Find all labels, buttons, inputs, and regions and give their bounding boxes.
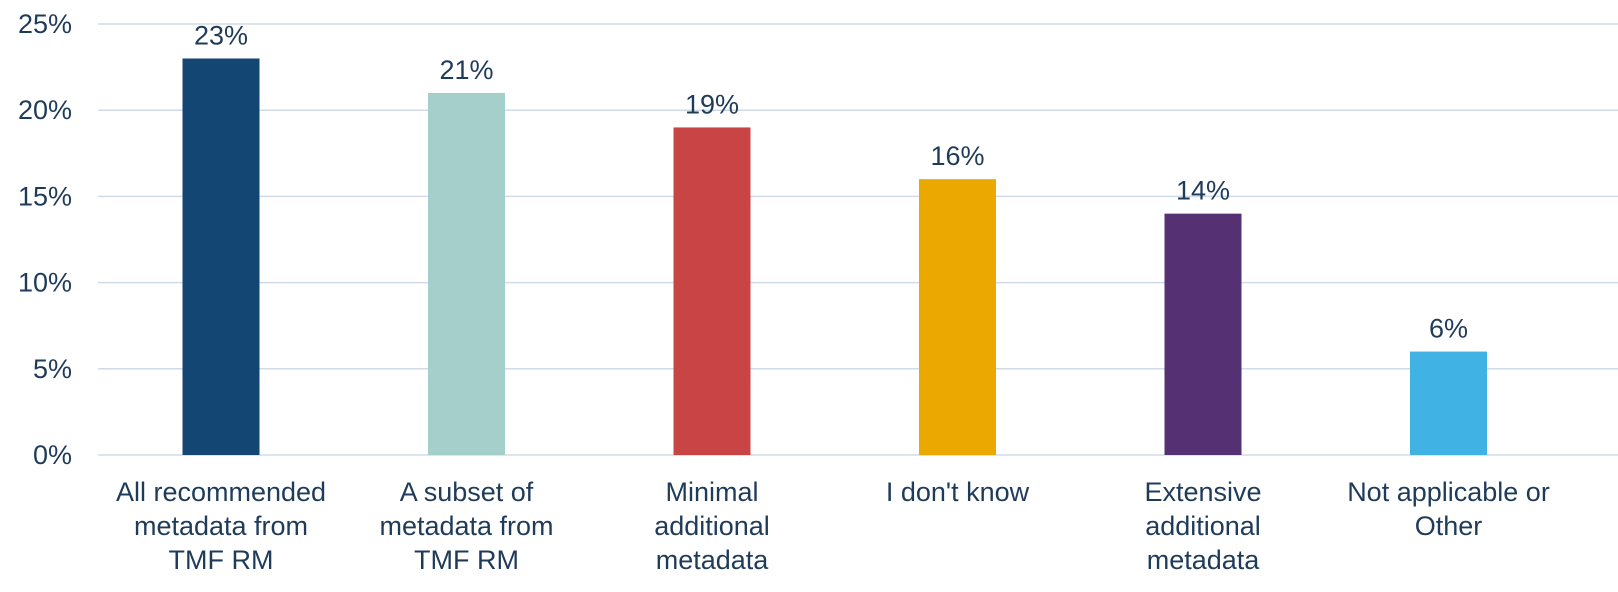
category-label-line: additional [654,511,770,541]
y-tick-label: 0% [33,440,72,470]
category-label: All recommended metadata from TMF RM [116,477,326,575]
data-label: 23% [194,20,248,50]
category-label-line: TMF RM [169,545,274,575]
category-label-line: additional [1145,511,1261,541]
bar [428,92,505,456]
category-label-line: Not applicable or [1347,477,1550,507]
y-tick-label: 20% [18,95,72,125]
category-label: Not applicable or Other [1347,477,1550,541]
y-tick-label: 5% [33,354,72,384]
y-axis-tick-labels: 0% 5% 10% 15% 20% 25% [18,9,72,470]
data-label: 16% [930,141,984,171]
category-label-line: metadata [656,545,770,575]
bar [673,127,751,455]
category-label-line: A subset of [400,477,534,507]
category-label-line: Minimal [665,477,758,507]
bar [919,179,996,455]
y-tick-label: 25% [18,9,72,39]
y-tick-label: 15% [18,181,72,211]
category-label-line: Extensive [1144,477,1261,507]
category-label-line: All recommended [116,477,326,507]
category-label-line: metadata from [379,511,553,541]
category-label: I don't know [886,477,1030,507]
category-label: A subset of metadata from TMF RM [379,477,553,575]
y-tick-label: 10% [18,268,72,298]
category-label: Minimal additional metadata [654,477,770,575]
bar [1410,351,1487,455]
bar [182,58,260,455]
data-label: 19% [685,89,739,119]
data-labels: 23% 21% 19% 16% 14% 6% [194,20,1468,343]
category-labels: All recommended metadata from TMF RMA subs… [116,477,1550,575]
bars [182,58,1487,456]
gridlines [98,23,1618,456]
data-label: 6% [1429,314,1468,344]
data-label: 14% [1176,176,1230,206]
category-label-line: TMF RM [414,545,519,575]
category-label-line: metadata [1147,545,1261,575]
data-label: 21% [439,55,493,85]
category-label-line: Other [1415,511,1483,541]
category-label: Extensive additional metadata [1144,477,1261,575]
category-label-line: metadata from [134,511,308,541]
category-label-line: I don't know [886,477,1030,507]
bar [1164,213,1242,455]
